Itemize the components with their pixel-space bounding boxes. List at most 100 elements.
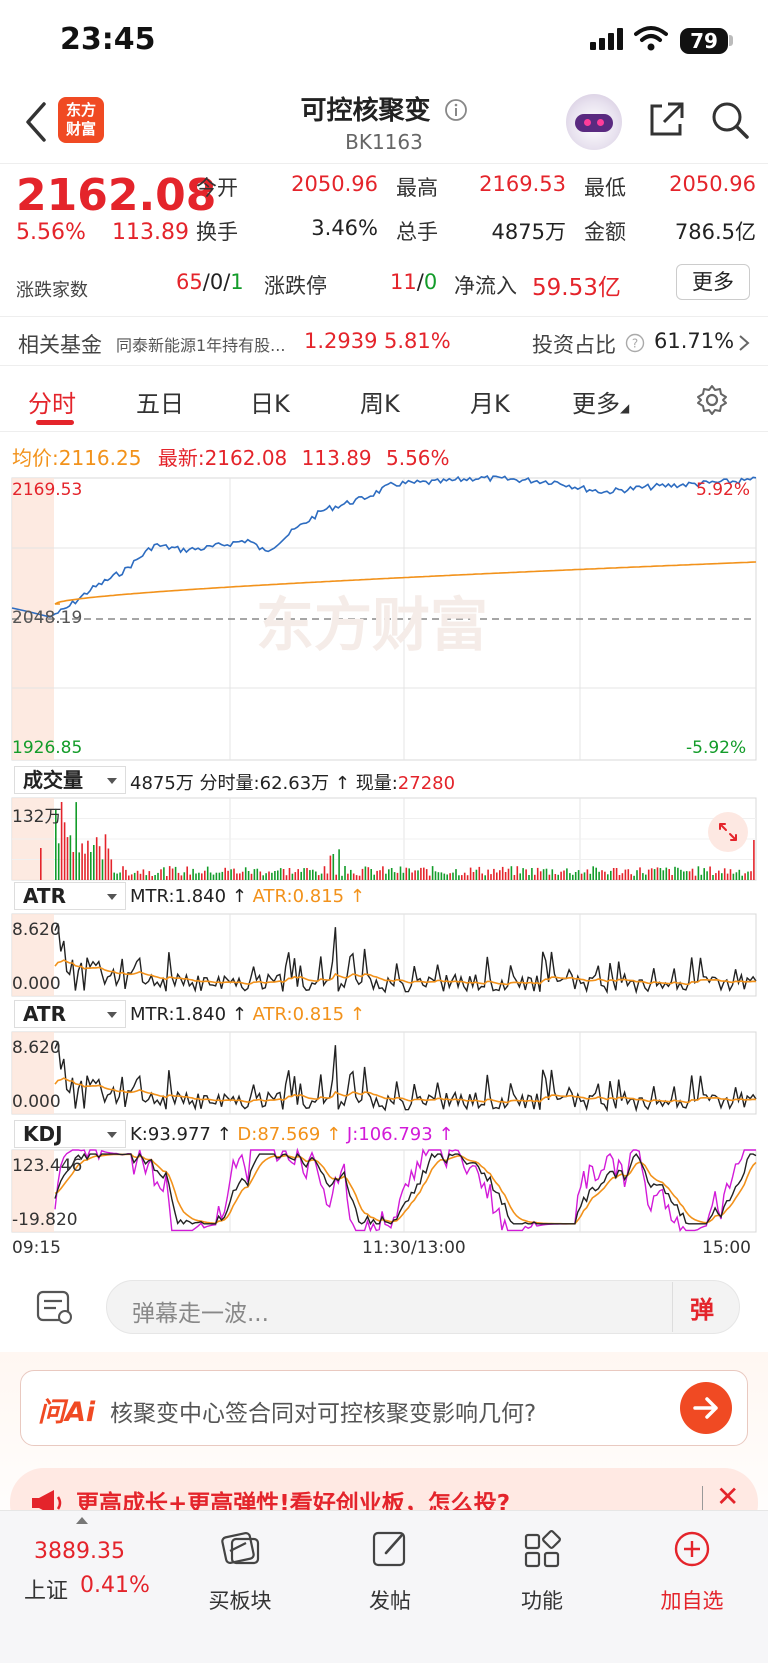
volume-bar <box>84 853 86 880</box>
up-arrow: ↑ <box>231 1004 247 1025</box>
volume-bar <box>723 868 726 880</box>
volume-bar <box>744 873 746 880</box>
tab-weekly-k[interactable]: 周K <box>360 390 400 418</box>
volume-bar <box>101 859 104 880</box>
atr-line <box>54 1077 757 1104</box>
top-nav: 东方 财富 可控核聚变 BK1163 <box>0 80 768 164</box>
danmaku-settings-icon[interactable] <box>36 1290 74 1326</box>
volume-bar <box>548 874 551 880</box>
up-arrow: ↑ <box>349 1004 365 1025</box>
volume-bar <box>443 873 446 880</box>
open-label: 今开 <box>196 176 238 200</box>
turnover-label: 换手 <box>196 220 238 244</box>
info-icon[interactable] <box>444 98 468 122</box>
volume-bar <box>522 868 524 880</box>
volume-bar <box>338 849 340 880</box>
volume-bar <box>166 876 168 880</box>
atr-label: ATR: <box>252 1004 293 1025</box>
volume-bar <box>209 872 212 880</box>
volume-bar <box>691 868 694 880</box>
share-icon[interactable] <box>646 100 686 140</box>
close-icon[interactable]: ✕ <box>716 1480 740 1513</box>
volume-bar <box>198 872 200 880</box>
volume-bar <box>215 872 218 880</box>
fund-label: 相关基金 <box>18 333 102 357</box>
volume-bar <box>192 868 194 880</box>
current-volume: 27280 <box>397 773 456 794</box>
volume-bar <box>180 875 183 880</box>
volume-indicator-select[interactable]: 成交量 <box>14 766 126 794</box>
index-ticker[interactable]: 3889.35 上证 0.41% <box>16 1517 166 1607</box>
time-axis-start: 09:15 <box>12 1238 61 1258</box>
volume-bar <box>344 866 346 880</box>
volume-bar <box>279 868 282 880</box>
functions-button[interactable]: 功能 <box>482 1527 602 1613</box>
atr-indicator-select-2[interactable]: ATR <box>14 1000 126 1028</box>
volume-bar <box>665 867 668 880</box>
price-line <box>11 474 757 618</box>
tab-daily-k[interactable]: 日K <box>250 390 290 418</box>
k-label: K: <box>130 1124 148 1145</box>
tab-five-day[interactable]: 五日 <box>136 390 184 418</box>
tab-monthly-k[interactable]: 月K <box>470 390 510 418</box>
atr-summary-1: MTR:1.840 ↑ ATR:0.815 ↑ <box>130 886 365 907</box>
volume-bar <box>685 871 688 880</box>
volume-bar <box>355 875 358 880</box>
slash: / <box>202 270 210 294</box>
up-arrow: ↑ <box>349 886 365 907</box>
tab-intraday[interactable]: 分时 <box>28 390 76 418</box>
volume-bar <box>40 848 42 880</box>
atr-indicator-select-1[interactable]: ATR <box>14 882 126 910</box>
volume-bar <box>256 868 259 880</box>
ai-go-button[interactable] <box>680 1382 732 1434</box>
volume-bar <box>507 868 510 880</box>
tab-more[interactable]: 更多◢ <box>572 384 629 419</box>
volume-bar <box>268 871 270 880</box>
help-icon[interactable]: ? <box>625 333 645 353</box>
volume-bar <box>583 872 586 880</box>
more-button[interactable]: 更多 <box>676 264 750 300</box>
atr1-axis-max: 8.620 <box>12 920 61 940</box>
buy-sector-button[interactable]: 买板块 <box>180 1527 300 1613</box>
volume-bar <box>446 874 448 880</box>
atr-label: ATR: <box>252 886 293 907</box>
volume-bar <box>388 869 390 880</box>
volume-bar <box>586 869 589 880</box>
search-icon[interactable] <box>710 100 750 140</box>
auction-shade <box>12 1150 54 1232</box>
intraday-chart[interactable] <box>0 0 768 1262</box>
volume-bar <box>382 866 384 880</box>
volume-bar <box>712 875 714 880</box>
ai-question-card[interactable] <box>20 1370 748 1446</box>
related-fund-row[interactable]: 相关基金 同泰新能源1年持有股... 1.2939 5.81% 投资占比 ? 6… <box>0 316 768 366</box>
volume-bar <box>253 869 256 880</box>
volume-bar <box>116 873 118 880</box>
danmaku-toggle-button[interactable]: 弹 <box>690 1296 714 1324</box>
volume-bar <box>481 873 483 880</box>
volume-bar <box>750 871 752 880</box>
gear-icon[interactable] <box>696 384 728 416</box>
add-watchlist-button[interactable]: 加自选 <box>632 1527 752 1613</box>
volume-bar <box>364 866 367 880</box>
kdj-axis-min: -19.820 <box>12 1210 78 1230</box>
danmaku-input[interactable] <box>106 1280 740 1334</box>
volume-bar <box>244 867 247 880</box>
volume-bar <box>154 875 156 880</box>
volume-bar <box>633 875 635 880</box>
volume-axis-max: 132万 <box>12 807 62 827</box>
volume-bar <box>250 873 253 880</box>
volume-bar <box>291 873 294 880</box>
up-arrow: ↑ <box>334 773 350 794</box>
volume-bar <box>399 866 402 880</box>
back-icon[interactable] <box>22 98 50 146</box>
volume-bar <box>312 869 314 880</box>
tab-more-label: 更多 <box>572 390 620 418</box>
kdj-indicator-select[interactable]: KDJ <box>14 1120 126 1148</box>
time-axis-end: 15:00 <box>702 1238 751 1258</box>
ai-robot-avatar-icon[interactable] <box>566 94 622 150</box>
post-button[interactable]: 发帖 <box>330 1527 450 1613</box>
volume-bar <box>709 866 711 880</box>
expand-button[interactable] <box>708 812 748 852</box>
app-logo[interactable]: 东方 财富 <box>58 97 104 143</box>
price-axis-top: 2169.53 <box>12 480 83 500</box>
